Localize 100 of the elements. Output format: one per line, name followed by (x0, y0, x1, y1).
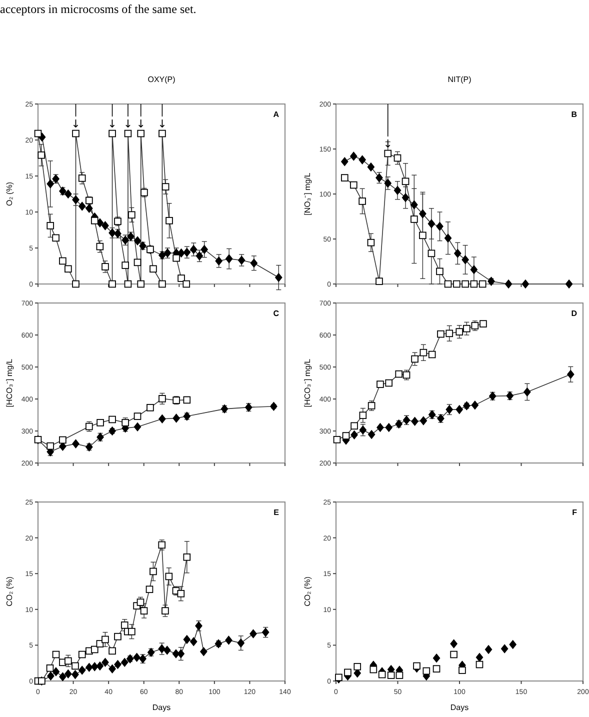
point (341, 157, 348, 166)
point (108, 416, 116, 424)
point (114, 632, 122, 640)
point (59, 436, 66, 444)
chart-title: NIT(P) (448, 75, 472, 84)
point (64, 265, 72, 273)
annotation: ↓ (71, 118, 80, 131)
point (476, 652, 484, 662)
point (370, 666, 378, 674)
annotation: ↓ (108, 118, 117, 131)
point (102, 636, 109, 644)
point (166, 216, 173, 224)
point (422, 667, 430, 675)
point (524, 388, 531, 396)
point (476, 660, 484, 668)
point (134, 412, 142, 420)
point (522, 280, 530, 288)
point (183, 396, 191, 404)
point (376, 278, 383, 285)
point (78, 650, 86, 658)
point (128, 211, 136, 219)
point (78, 666, 86, 675)
point (64, 669, 72, 678)
annotation: A (273, 110, 280, 119)
point (384, 178, 392, 188)
point (419, 209, 426, 218)
point (413, 662, 420, 670)
point (437, 330, 444, 338)
point (454, 249, 462, 258)
point (162, 607, 169, 614)
point (59, 257, 66, 265)
point (432, 665, 440, 672)
point (340, 174, 348, 182)
point (128, 628, 136, 636)
point (354, 663, 362, 670)
point (344, 668, 352, 676)
point (183, 553, 191, 561)
point (411, 417, 418, 426)
point (64, 657, 72, 665)
point (64, 190, 72, 198)
point (250, 629, 257, 638)
annotation: B (571, 110, 578, 119)
point (350, 152, 358, 161)
point (108, 664, 116, 674)
point (411, 355, 418, 363)
point (436, 222, 444, 231)
point (134, 422, 142, 432)
y-axis-title: O₂ (%) (5, 182, 14, 206)
y-axis-title: CO₂ (%) (303, 576, 312, 606)
point (358, 155, 366, 164)
point (225, 636, 232, 645)
annotation: ↓ (123, 118, 133, 131)
point (162, 183, 170, 190)
point (250, 258, 258, 268)
point (46, 222, 54, 230)
point (420, 416, 428, 426)
point (453, 280, 460, 288)
point (86, 204, 93, 213)
point (196, 252, 204, 260)
point (114, 660, 122, 669)
point (72, 662, 79, 670)
point (215, 256, 222, 266)
point (146, 404, 154, 412)
point (358, 198, 366, 205)
point (378, 670, 386, 678)
point (102, 221, 109, 230)
point (108, 280, 116, 288)
point (102, 658, 109, 667)
point (428, 219, 436, 228)
point (342, 432, 350, 440)
y-axis-title: [NO₃⁻] mg/L (303, 172, 312, 216)
point (158, 414, 166, 424)
point (419, 232, 426, 240)
annotation: ↓ (158, 118, 167, 131)
point (367, 162, 375, 172)
point (121, 658, 128, 667)
point (359, 412, 367, 419)
point (124, 280, 132, 288)
point (462, 255, 469, 264)
point (134, 258, 142, 266)
y-axis-title: [HCO₃⁻] mg/L (5, 358, 14, 408)
point (376, 423, 384, 432)
point (470, 280, 478, 288)
point (86, 662, 93, 672)
point (350, 430, 358, 440)
point (78, 202, 86, 211)
point (436, 268, 444, 276)
point (108, 130, 116, 138)
point (158, 280, 166, 288)
point (504, 280, 512, 288)
point (350, 422, 358, 430)
point (177, 590, 185, 598)
point (172, 414, 180, 423)
point (200, 245, 208, 254)
point (444, 280, 452, 288)
point (72, 280, 80, 288)
point (182, 280, 190, 288)
point (90, 216, 98, 224)
point (420, 348, 428, 356)
point (478, 280, 486, 288)
